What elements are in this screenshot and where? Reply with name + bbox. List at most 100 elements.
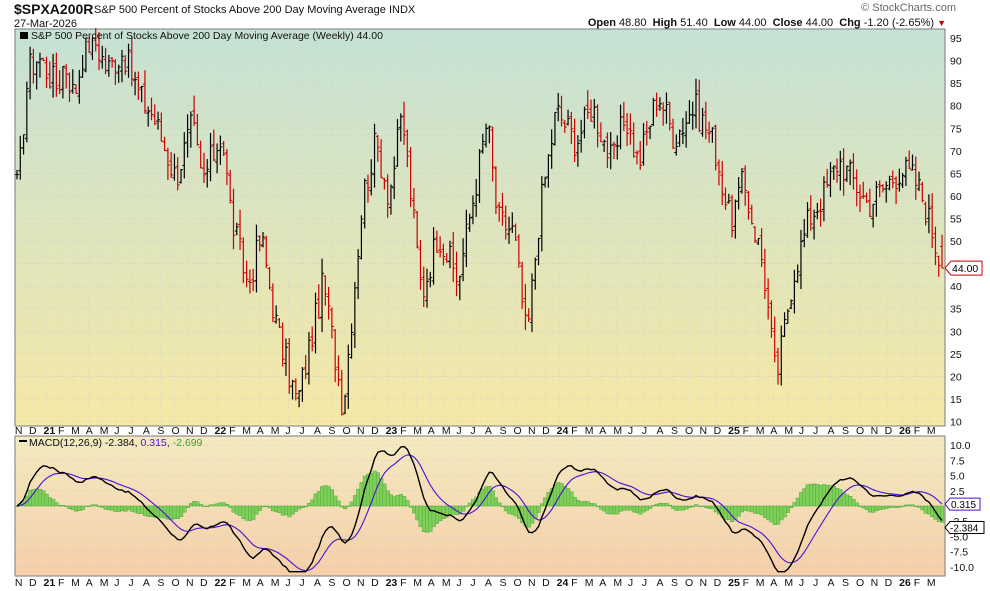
macd-line (16, 445, 943, 573)
ohlc-bar (707, 121, 712, 143)
histogram-bar (435, 505, 439, 524)
ohlc-bar (395, 119, 400, 167)
x-tick-label: M (927, 577, 936, 589)
x-tick-label: M (71, 425, 80, 437)
price-y-tick-label: 85 (950, 78, 962, 90)
histogram-bar (612, 505, 617, 515)
x-tick-label: J (128, 425, 133, 437)
ohlc-bar (769, 300, 774, 338)
histogram-bar (671, 505, 676, 509)
ohlc-bar (24, 81, 29, 143)
ohlc-summary: Open 48.80 High 51.40 Low 44.00 Close 44… (587, 17, 946, 29)
histogram-bar (766, 505, 771, 521)
ohlc-bar (221, 140, 226, 157)
histogram-bar (792, 502, 797, 507)
histogram-bar (884, 505, 889, 509)
histogram-bar (412, 505, 417, 514)
ohlc-bar (224, 149, 229, 186)
ohlc-bar (408, 147, 413, 208)
histogram-bar (822, 484, 827, 507)
x-tick-label: J (456, 425, 461, 437)
histogram-bar (139, 505, 144, 514)
ohlc-bar (552, 111, 557, 146)
ohlc-bar (247, 269, 252, 294)
histogram-bar (136, 505, 141, 514)
x-tick-label: N (357, 425, 365, 437)
ohlc-bar (631, 122, 636, 158)
histogram-bar (353, 495, 357, 507)
histogram-bar (638, 505, 643, 515)
ohlc-bar (201, 152, 206, 183)
x-tick-label: J (470, 425, 475, 437)
histogram-bar (785, 505, 790, 513)
histogram-bar (339, 505, 344, 508)
macd-legend-label: MACD(12,26,9) (29, 437, 102, 449)
x-tick-label: F (914, 577, 920, 589)
histogram-bar (812, 483, 817, 507)
histogram-bar (572, 496, 577, 507)
x-tick-label: 23 (386, 577, 398, 589)
ohlc-bar (356, 249, 361, 300)
x-tick-label: D (542, 425, 550, 437)
histogram-bar (913, 505, 918, 507)
x-tick-label: A (257, 425, 264, 437)
macd-y-tick-label: -7.5 (950, 547, 968, 559)
histogram-bar (703, 505, 708, 508)
histogram-bar (179, 505, 184, 517)
symbol-title: $SPXA200R (14, 1, 94, 17)
ohlc-bar (611, 141, 616, 159)
price-y-tick-label: 35 (950, 304, 962, 316)
histogram-bar (497, 502, 502, 507)
histogram-bar (67, 505, 72, 509)
x-tick-label: N (186, 577, 194, 589)
macd-y-tick-label: 7.5 (950, 455, 965, 467)
x-tick-label: F (571, 425, 577, 437)
histogram-bar (615, 505, 620, 515)
x-tick-label: D (371, 577, 379, 589)
ohlc-bar (57, 70, 62, 95)
ohlc-bar (497, 202, 502, 222)
histogram-bar (490, 490, 495, 507)
histogram-bar (861, 505, 866, 509)
signal-value-tag: 0.315 (944, 497, 981, 511)
signal-legend-value: 0.315 (141, 437, 167, 449)
x-tick-label: J (128, 577, 133, 589)
histogram-bar (38, 488, 43, 507)
x-tick-label: D (714, 425, 722, 437)
histogram-bar (228, 505, 233, 508)
ohlc-bar (126, 43, 131, 78)
ohlc-bar (431, 227, 436, 285)
histogram-bar (84, 505, 89, 507)
histogram-bar (264, 505, 269, 507)
ohlc-bar (526, 308, 531, 323)
histogram-bar (293, 505, 298, 512)
histogram-bar (579, 501, 584, 507)
ohlc-bar (320, 258, 325, 333)
histogram-bar (858, 505, 863, 507)
ohlc-bar (156, 111, 161, 130)
ohlc-bar (753, 226, 758, 243)
ohlc-bar (67, 72, 72, 102)
watermark: © StockCharts.com (861, 2, 956, 14)
ohlc-bar (562, 120, 567, 134)
ohlc-bar (730, 194, 735, 238)
histogram-bar (799, 492, 804, 507)
ohlc-bar (146, 106, 151, 127)
histogram-bar (330, 489, 335, 507)
ohlc-bar (208, 132, 213, 182)
histogram-bar (923, 505, 928, 514)
histogram-bar (346, 505, 351, 507)
ohlc-bar (933, 226, 938, 266)
histogram-bar (556, 482, 561, 507)
ohlc-bar (293, 378, 298, 401)
histogram-bar (897, 505, 902, 508)
x-tick-label: F (400, 577, 406, 589)
histogram-bar (310, 499, 315, 507)
ohlc-bar (270, 283, 275, 323)
ohlc-bar (175, 157, 180, 191)
histogram-bar (746, 505, 751, 512)
ohlc-bar (690, 101, 695, 130)
histogram-bar (211, 504, 216, 507)
histogram-bar (303, 505, 308, 508)
x-tick-label: M (756, 425, 765, 437)
